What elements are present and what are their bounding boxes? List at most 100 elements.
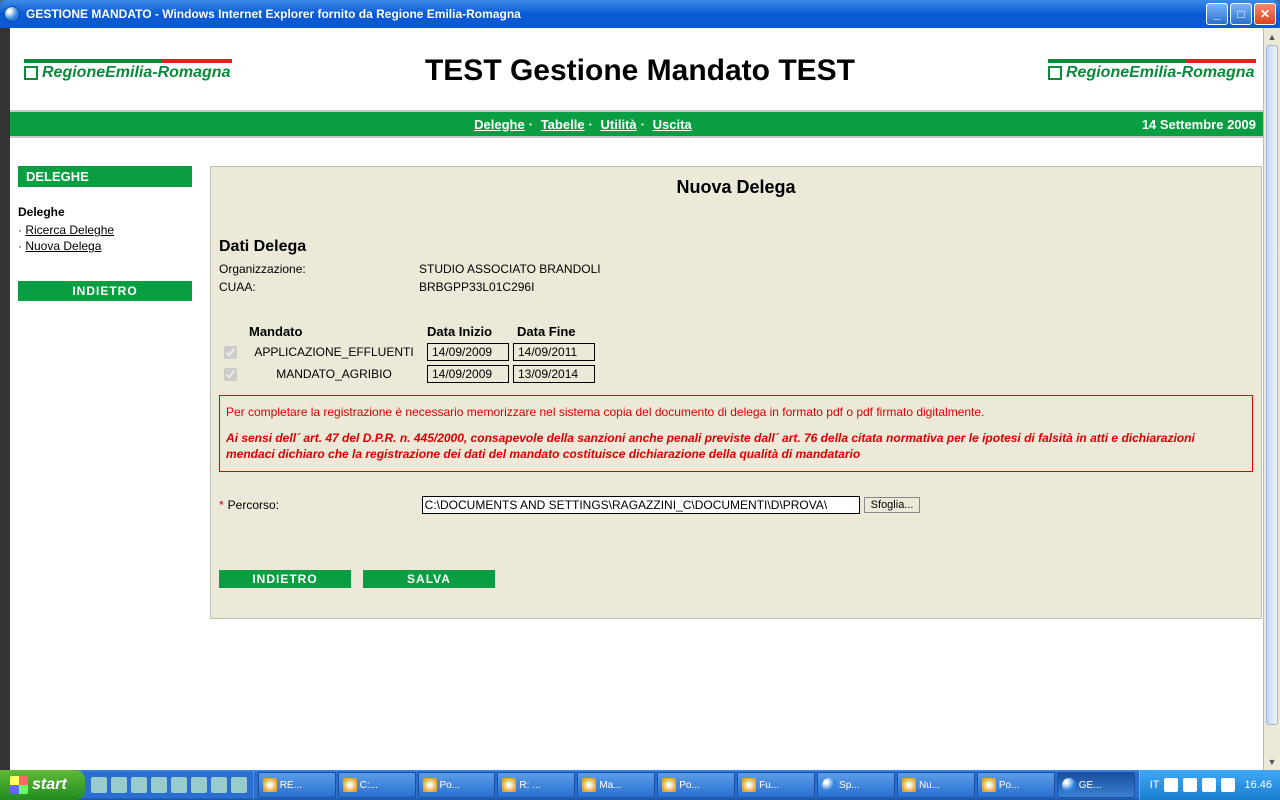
scroll-thumb[interactable] <box>1266 45 1278 725</box>
cuaa-value: BRBGPP33L01C296I <box>419 280 534 294</box>
row-name: APPLICAZIONE_EFFLUENTI <box>241 345 427 359</box>
percorso-row: * Percorso: Sfoglia... <box>219 496 1253 514</box>
task-label: R: ... <box>519 780 540 791</box>
window-title: GESTIONE MANDATO - Windows Internet Expl… <box>26 7 521 21</box>
row-checkbox[interactable] <box>224 346 237 359</box>
task-label: C:... <box>360 780 378 791</box>
ql-icon[interactable] <box>211 777 227 793</box>
sidebar-back-button[interactable]: INDIETRO <box>18 281 192 301</box>
task-button[interactable]: Sp... <box>817 772 895 798</box>
tray-icon[interactable] <box>1164 778 1178 792</box>
task-label: Po... <box>440 780 461 791</box>
taskbar-tasks: RE... C:... Po... R: ... Ma... Po... Fu.… <box>254 770 1139 800</box>
ql-icon[interactable] <box>231 777 247 793</box>
taskbar: start RE... C:... Po... R: ... Ma... Po.… <box>0 770 1280 800</box>
ql-icon[interactable] <box>171 777 187 793</box>
task-button-active[interactable]: GE... <box>1057 772 1135 798</box>
legal-notice: Per completare la registrazione è necess… <box>219 395 1253 472</box>
sidebar-item-ricerca: · Ricerca Deleghe <box>18 223 192 237</box>
start-label: start <box>32 776 67 794</box>
task-button[interactable]: R: ... <box>497 772 575 798</box>
clock[interactable]: 16.46 <box>1244 779 1272 791</box>
task-button[interactable]: Po... <box>657 772 735 798</box>
required-asterisk: * <box>219 498 224 512</box>
task-button[interactable]: Ma... <box>577 772 655 798</box>
mandato-table: Mandato Data Inizio Data Fine APPLICAZIO… <box>219 324 1253 383</box>
task-label: Sp... <box>839 780 860 791</box>
quick-launch <box>85 770 254 800</box>
start-button[interactable]: start <box>0 770 85 800</box>
logo-text: RegioneEmilia-Romagna <box>42 64 230 82</box>
percorso-input[interactable] <box>422 496 860 514</box>
row-start: 14/09/2009 <box>427 365 509 383</box>
task-button[interactable]: RE... <box>258 772 336 798</box>
scroll-down-icon[interactable]: ▼ <box>1264 753 1280 770</box>
percorso-label: Percorso: <box>228 498 422 512</box>
task-button[interactable]: C:... <box>338 772 416 798</box>
nav-utilita[interactable]: Utilità <box>601 117 637 132</box>
ql-icon[interactable] <box>131 777 147 793</box>
sidebar-section: Deleghe <box>18 205 192 219</box>
main-title: Nuova Delega <box>219 177 1253 198</box>
cuaa-label: CUAA: <box>219 280 419 294</box>
navbar: Deleghe· Tabelle· Utilità· Uscita 14 Set… <box>10 110 1270 138</box>
close-button[interactable]: ✕ <box>1254 3 1276 25</box>
page-header: RegioneEmilia-Romagna TEST Gestione Mand… <box>10 28 1270 110</box>
task-label: GE... <box>1079 780 1102 791</box>
col-data-inizio: Data Inizio <box>427 324 517 339</box>
back-button[interactable]: INDIETRO <box>219 570 351 588</box>
row-checkbox[interactable] <box>224 368 237 381</box>
main-panel: Nuova Delega Dati Delega Organizzazione:… <box>210 166 1262 619</box>
browse-button[interactable]: Sfoglia... <box>864 497 921 513</box>
tray-icon[interactable] <box>1183 778 1197 792</box>
sidebar-link-nuova[interactable]: Nuova Delega <box>25 239 101 253</box>
save-button[interactable]: SALVA <box>363 570 495 588</box>
logo-text: RegioneEmilia-Romagna <box>1066 64 1254 82</box>
scroll-up-icon[interactable]: ▲ <box>1264 28 1280 45</box>
row-end: 14/09/2011 <box>513 343 595 361</box>
col-mandato: Mandato <box>219 324 427 339</box>
org-value: STUDIO ASSOCIATO BRANDOLI <box>419 262 601 276</box>
table-row: MANDATO_AGRIBIO 14/09/2009 13/09/2014 <box>219 365 1253 383</box>
task-button[interactable]: Fu... <box>737 772 815 798</box>
task-button[interactable]: Po... <box>418 772 496 798</box>
tray-icon[interactable] <box>1221 778 1235 792</box>
section-dati-delega: Dati Delega <box>219 238 1253 256</box>
logo-left: RegioneEmilia-Romagna <box>24 59 232 83</box>
org-label: Organizzazione: <box>219 262 419 276</box>
ql-icon[interactable] <box>111 777 127 793</box>
nav-uscita[interactable]: Uscita <box>653 117 692 132</box>
task-label: Fu... <box>759 780 779 791</box>
tray-icon[interactable] <box>1202 778 1216 792</box>
row-end: 13/09/2014 <box>513 365 595 383</box>
vertical-scrollbar[interactable]: ▲ ▼ <box>1263 28 1280 770</box>
notice-p2: Ai sensi dell´ art. 47 del D.P.R. n. 445… <box>226 430 1246 462</box>
task-label: Nu... <box>919 780 940 791</box>
navbar-date: 14 Settembre 2009 <box>1142 117 1256 132</box>
sidebar-title: DELEGHE <box>18 166 192 187</box>
sidebar-link-ricerca[interactable]: Ricerca Deleghe <box>25 223 114 237</box>
page-title: TEST Gestione Mandato TEST <box>232 54 1048 88</box>
minimize-button[interactable]: _ <box>1206 3 1228 25</box>
browser-viewport: RegioneEmilia-Romagna TEST Gestione Mand… <box>0 28 1280 770</box>
sidebar: DELEGHE Deleghe · Ricerca Deleghe · Nuov… <box>18 166 192 619</box>
nav-deleghe[interactable]: Deleghe <box>474 117 525 132</box>
ql-icon[interactable] <box>191 777 207 793</box>
row-name: MANDATO_AGRIBIO <box>241 367 427 381</box>
ql-icon[interactable] <box>151 777 167 793</box>
notice-p1: Per completare la registrazione è necess… <box>226 404 1246 420</box>
language-indicator[interactable]: IT <box>1150 779 1160 791</box>
logo-right: RegioneEmilia-Romagna <box>1048 59 1256 83</box>
task-button[interactable]: Nu... <box>897 772 975 798</box>
windows-icon <box>10 776 28 794</box>
sidebar-item-nuova: · Nuova Delega <box>18 239 192 253</box>
maximize-button[interactable]: □ <box>1230 3 1252 25</box>
nav-tabelle[interactable]: Tabelle <box>541 117 585 132</box>
task-button[interactable]: Po... <box>977 772 1055 798</box>
system-tray: IT 16.46 <box>1139 770 1280 800</box>
row-start: 14/09/2009 <box>427 343 509 361</box>
ql-icon[interactable] <box>91 777 107 793</box>
task-label: RE... <box>280 780 302 791</box>
ie-icon <box>4 6 20 22</box>
task-label: Po... <box>999 780 1020 791</box>
